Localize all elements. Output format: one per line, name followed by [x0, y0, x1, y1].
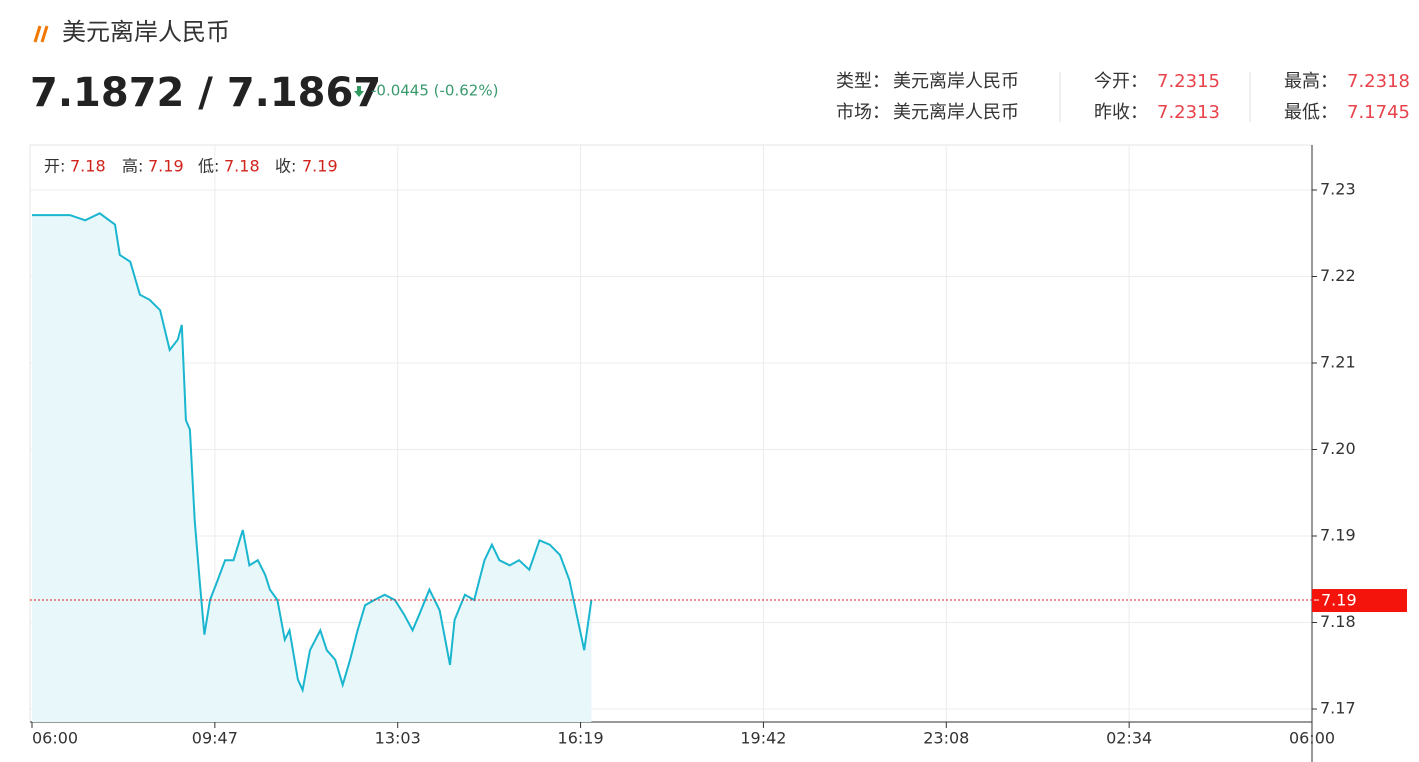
info-label: 最低：	[1284, 102, 1338, 123]
x-tick-label: 19:42	[740, 729, 786, 748]
info-label: 今开：	[1094, 71, 1148, 92]
title: 美元离岸人民币	[62, 18, 230, 46]
price-line	[32, 212, 593, 694]
info-value: 7.2315	[1157, 71, 1220, 92]
x-tick-label: 06:00	[32, 729, 78, 748]
y-tick-label: 7.17	[1320, 699, 1356, 718]
info-value: 7.1745	[1347, 102, 1410, 123]
ohlc-label: 高:	[122, 157, 143, 176]
last-price-label: 7.19	[1321, 591, 1357, 610]
ohlc-value: 7.19	[148, 157, 184, 176]
area	[32, 213, 592, 723]
info-label: 类型：	[836, 71, 890, 92]
down-arrow	[354, 86, 364, 97]
info-label: 最高：	[1284, 71, 1338, 92]
ohlc-value: 7.18	[224, 157, 260, 176]
info-label: 市场：	[836, 102, 890, 123]
logo	[33, 25, 49, 43]
y-tick-label: 7.22	[1320, 266, 1356, 285]
y-tick-label: 7.18	[1320, 612, 1356, 631]
ohlc-value: 7.19	[302, 157, 338, 176]
ohlc-label: 收:	[275, 157, 296, 176]
price: 7.1872 / 7.1867	[30, 70, 381, 116]
x-tick-label: 23:08	[923, 729, 969, 748]
x-tick-label: 13:03	[375, 729, 421, 748]
ohlc-label: 低:	[198, 157, 219, 176]
info-value: 7.2318	[1347, 71, 1410, 92]
last-price-tag	[1312, 589, 1407, 613]
info-label: 昨收：	[1094, 102, 1148, 123]
y-tick-label: 7.20	[1320, 439, 1356, 458]
ohlc-label: 开:	[44, 157, 65, 176]
y-tick-label: 7.21	[1320, 352, 1356, 371]
ohlc-value: 7.18	[70, 157, 106, 176]
y-tick-label: 7.19	[1320, 526, 1356, 545]
chart: 7.17 7.18 7.19 7.20 7.21 7.22 7.23 06:00 09:47 13…	[29, 144, 1407, 762]
info-value: 美元离岸人民币	[893, 102, 1019, 123]
x-tick-label: 09:47	[192, 729, 238, 748]
change: -0.0445 (-0.62%)	[371, 82, 498, 100]
x-tick-label: 02:34	[1106, 729, 1152, 748]
y-tick-label: 7.23	[1320, 179, 1356, 198]
info-value: 美元离岸人民币	[893, 71, 1019, 92]
x-tick-label: 16:19	[558, 729, 604, 748]
info-value: 7.2313	[1157, 102, 1220, 123]
